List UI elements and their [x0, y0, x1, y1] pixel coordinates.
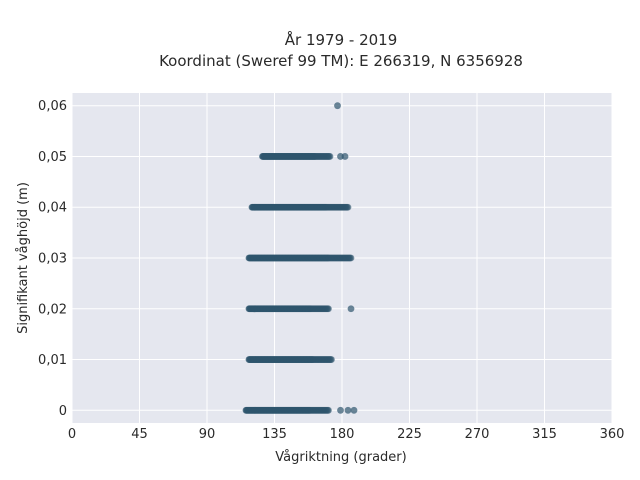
data-point [325, 305, 332, 313]
data-point [350, 406, 358, 414]
x-tick-label: 90 [199, 427, 216, 442]
tick-labels: 0 45 90 135 180 225 270 315 360 0 0,01 0,02 0,03 0,04… [38, 99, 624, 442]
data-point [334, 102, 341, 110]
x-tick-label: 135 [262, 427, 287, 442]
point-band [245, 356, 335, 363]
data-point [344, 406, 352, 414]
x-tick-label: 315 [532, 427, 557, 442]
data-points [242, 102, 358, 414]
data-point [337, 406, 344, 414]
data-point [347, 305, 355, 313]
data-point [341, 153, 349, 160]
y-tick-label: 0,01 [38, 353, 67, 368]
point-band [242, 406, 332, 414]
point-band [259, 153, 334, 160]
point-band [248, 203, 352, 211]
chart-subtitle: Koordinat (Sweref 99 TM): E 266319, N 63… [159, 52, 523, 70]
chart-title: År 1979 - 2019 [285, 30, 398, 49]
y-axis-label: Signifikant våghöjd (m) [16, 182, 31, 334]
data-point [328, 356, 335, 363]
y-tick-label: 0,02 [38, 302, 67, 317]
x-tick-label: 45 [131, 427, 148, 442]
y-tick-label: 0,04 [38, 201, 67, 216]
point-band [245, 305, 332, 313]
y-tick-label: 0,06 [38, 99, 67, 114]
y-tick-label: 0 [59, 404, 67, 419]
x-tick-label: 180 [330, 427, 355, 442]
data-point [326, 153, 334, 160]
x-tick-label: 225 [397, 427, 422, 442]
x-tick-label: 360 [600, 427, 625, 442]
x-tick-label: 0 [68, 427, 76, 442]
data-point [325, 406, 332, 414]
y-tick-label: 0,05 [38, 150, 67, 165]
y-tick-label: 0,03 [38, 252, 67, 267]
data-point [347, 254, 355, 262]
data-point [344, 203, 352, 211]
point-band [245, 254, 355, 262]
x-axis-label: Vågriktning (grader) [275, 450, 406, 465]
x-tick-label: 270 [465, 427, 490, 442]
